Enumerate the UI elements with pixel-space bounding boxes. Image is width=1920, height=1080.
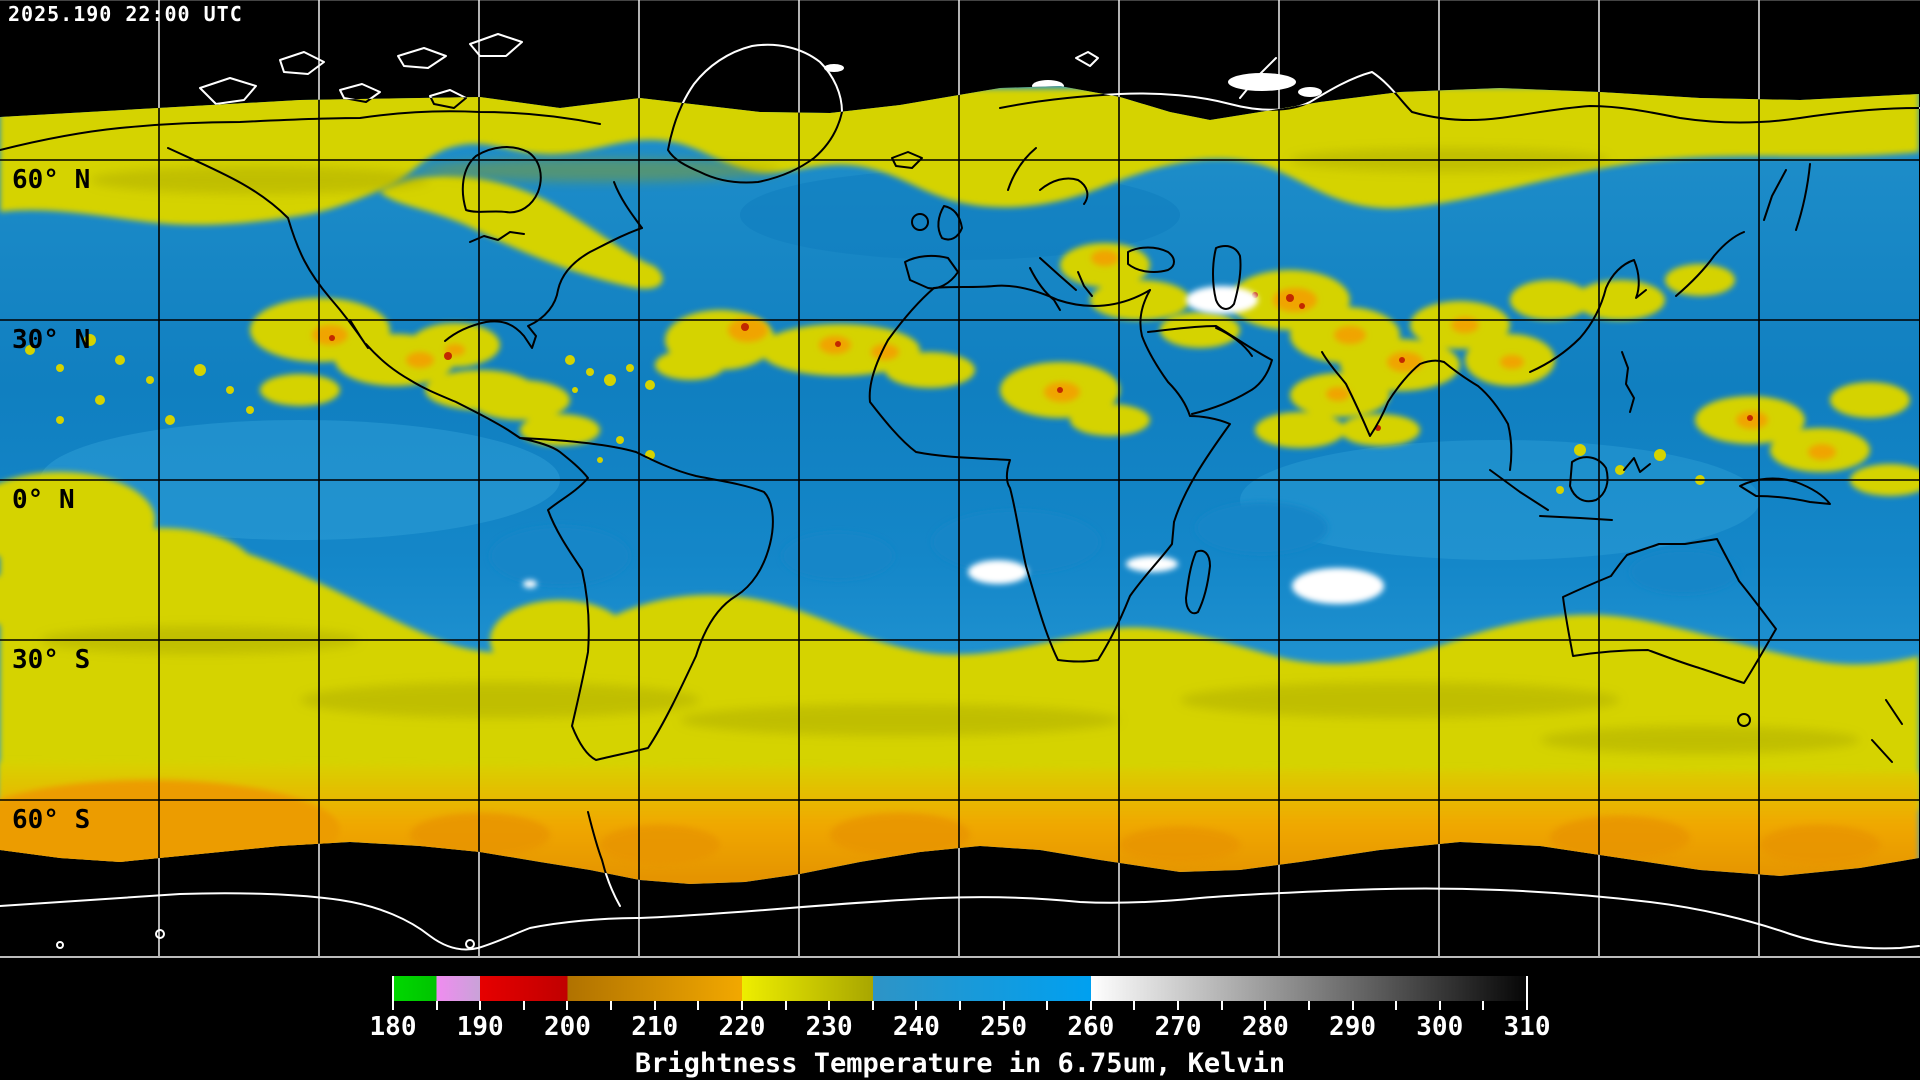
colorbar-tick bbox=[1526, 976, 1528, 1010]
dry-slots bbox=[490, 502, 1738, 594]
colorbar-tick-label: 280 bbox=[1241, 1012, 1289, 1042]
colorbar-tick-label: 190 bbox=[456, 1012, 504, 1042]
colorbar-tick bbox=[1089, 1001, 1092, 1010]
colorbar-tick bbox=[1177, 1001, 1180, 1010]
colorbar-tick bbox=[1133, 1001, 1136, 1010]
colorbar-tick bbox=[1307, 1001, 1310, 1010]
graticule-on-space bbox=[158, 0, 1760, 958]
colorbar-tick-label: 310 bbox=[1503, 1012, 1551, 1042]
colorbar-tick bbox=[1438, 1001, 1441, 1010]
polar-clouds-white bbox=[824, 64, 1322, 97]
latitude-label: 30° N bbox=[12, 325, 91, 355]
colorbar-tick-label: 290 bbox=[1329, 1012, 1377, 1042]
colorbar-tick bbox=[566, 1001, 569, 1010]
colorbar-tick bbox=[1220, 1001, 1223, 1010]
colorbar bbox=[393, 976, 1527, 1001]
colorbar-tick bbox=[1046, 1001, 1049, 1010]
colorbar-tick bbox=[871, 1001, 874, 1010]
global-water-vapor-map bbox=[0, 0, 1920, 958]
latitude-label: 0° N bbox=[12, 485, 75, 515]
colorbar-tick bbox=[1351, 1001, 1354, 1010]
colorbar-tick bbox=[479, 1001, 482, 1010]
colorbar-tick bbox=[653, 1001, 656, 1010]
colorbar-tick-label: 230 bbox=[805, 1012, 853, 1042]
colorbar-tick bbox=[740, 1001, 743, 1010]
colorbar-tick-label: 270 bbox=[1154, 1012, 1202, 1042]
space-area bbox=[0, 0, 1920, 958]
warm-white-patches bbox=[523, 286, 1384, 604]
colorbar-tick bbox=[522, 1001, 525, 1010]
colorbar-tick-label: 260 bbox=[1067, 1012, 1115, 1042]
colorbar-tick bbox=[915, 1001, 918, 1010]
colorbar-tick bbox=[828, 1001, 831, 1010]
colorbar-tick-label: 250 bbox=[980, 1012, 1028, 1042]
colorbar-tick bbox=[1395, 1001, 1398, 1010]
cold-cloud-tops bbox=[329, 292, 1753, 431]
latitude-label: 60° N bbox=[12, 165, 91, 195]
colorbar-tick bbox=[1482, 1001, 1485, 1010]
colorbar-tick-label: 210 bbox=[631, 1012, 679, 1042]
colorbar-tick bbox=[392, 976, 394, 1010]
colorbar-tick bbox=[610, 1001, 613, 1010]
colorbar-tick bbox=[697, 1001, 700, 1010]
cloud-texture bbox=[40, 148, 1860, 754]
data-swath bbox=[0, 86, 1919, 884]
convective-cores bbox=[312, 250, 1836, 460]
colorbar-tick-label: 240 bbox=[892, 1012, 940, 1042]
colorbar-tick bbox=[1264, 1001, 1267, 1010]
colorbar-tick-label: 200 bbox=[543, 1012, 591, 1042]
latitude-label: 30° S bbox=[12, 645, 91, 675]
colorbar-title: Brightness Temperature in 6.75um, Kelvin bbox=[634, 1048, 1286, 1079]
colorbar-tick bbox=[1002, 1001, 1005, 1010]
colorbar-tick bbox=[784, 1001, 787, 1010]
colorbar-tick bbox=[959, 1001, 961, 1010]
colorbar-tick-label: 300 bbox=[1416, 1012, 1464, 1042]
colorbar-tick bbox=[435, 1001, 438, 1010]
timestamp-label: 2025.190 22:00 UTC bbox=[8, 2, 243, 26]
colorbar-tick-label: 180 bbox=[369, 1012, 417, 1042]
colorbar-tick-label: 220 bbox=[718, 1012, 766, 1042]
latitude-label: 60° S bbox=[12, 805, 91, 835]
map-bottom-border bbox=[0, 956, 1920, 958]
